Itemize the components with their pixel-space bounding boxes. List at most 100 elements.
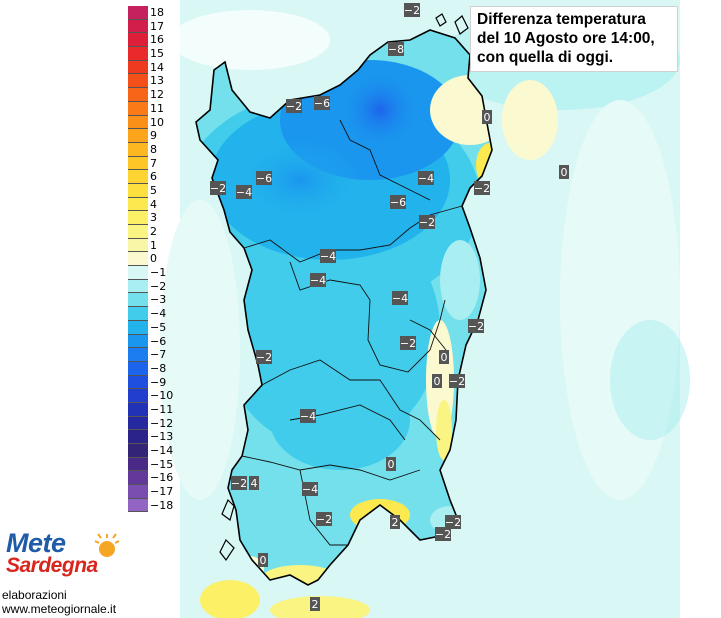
legend-label: 11 xyxy=(150,101,164,115)
legend-entry: 3 xyxy=(128,211,178,225)
legend-swatch xyxy=(128,348,148,362)
svg-text:−2: −2 xyxy=(210,182,226,195)
map-value-label: −4 xyxy=(320,249,336,263)
legend-label: −17 xyxy=(150,485,174,499)
svg-text:−4: −4 xyxy=(236,186,252,199)
logo-word-mete: Mete xyxy=(6,528,66,558)
svg-text:2: 2 xyxy=(312,598,319,611)
svg-text:−4: −4 xyxy=(310,274,326,287)
legend-entry: −1 xyxy=(128,266,178,280)
legend-entry: −4 xyxy=(128,307,178,321)
legend-entry: 17 xyxy=(128,19,178,34)
map-value-label: −2 xyxy=(316,512,332,526)
map-value-label: −2 xyxy=(474,181,490,195)
legend-label: 12 xyxy=(150,88,164,102)
legend-label: 5 xyxy=(150,183,157,197)
map-value-label: −4 xyxy=(302,482,318,496)
legend-label: 14 xyxy=(150,60,164,74)
svg-text:0: 0 xyxy=(484,111,491,124)
legend-entry: 9 xyxy=(128,129,178,143)
svg-text:−4: −4 xyxy=(392,292,408,305)
legend-label: −1 xyxy=(150,266,167,280)
legend-label: −6 xyxy=(150,334,167,348)
island-small xyxy=(435,13,447,27)
map-value-label: 0 xyxy=(559,165,569,179)
legend-label: −18 xyxy=(150,498,174,512)
map-value-labels: −2−8−2 −600−2 −4−6 −4−2−6−2−4−4−4−2−2−2 00 −2… xyxy=(210,3,569,611)
legend-label: −11 xyxy=(150,402,174,416)
legend-entry: −7 xyxy=(128,348,178,362)
legend-entry: 15 xyxy=(128,47,178,61)
svg-text:−2: −2 xyxy=(468,320,484,333)
legend-entry: −2 xyxy=(128,279,178,294)
legend-entry: 10 xyxy=(128,115,178,130)
legend-swatch xyxy=(128,225,148,239)
legend-label: −4 xyxy=(150,307,167,321)
legend-label: 10 xyxy=(150,115,164,129)
legend-entry: −3 xyxy=(128,293,178,308)
map-value-label: −2 xyxy=(445,515,461,529)
legend-swatch xyxy=(128,19,148,34)
map-value-label: 2 xyxy=(390,515,400,529)
svg-text:−2: −2 xyxy=(445,516,461,529)
island-small xyxy=(454,15,469,35)
legend-entry: 0 xyxy=(128,252,178,267)
legend-swatch xyxy=(128,211,148,225)
legend-swatch xyxy=(128,156,148,171)
legend-swatch xyxy=(128,457,148,472)
legend-label: −9 xyxy=(150,375,167,389)
map-value-label: −2 xyxy=(435,527,451,541)
map-value-label: 4 xyxy=(249,476,259,490)
map-value-label: 0 xyxy=(258,553,268,567)
legend-entry: 8 xyxy=(128,142,178,157)
legend-swatch xyxy=(128,74,148,89)
svg-text:−4: −4 xyxy=(320,250,336,263)
legend-label: 13 xyxy=(150,74,164,88)
legend-label: −7 xyxy=(150,348,167,362)
map-title-line-2: del 10 Agosto ore 14:00, xyxy=(477,30,655,47)
legend-entry: −8 xyxy=(128,361,178,376)
legend-entry: −13 xyxy=(128,430,178,444)
map-value-label: −2 xyxy=(419,215,435,229)
map-value-label: 0 xyxy=(386,457,396,471)
map-value-label: −8 xyxy=(388,42,404,56)
legend-swatch xyxy=(128,266,148,280)
map-value-label: 2 xyxy=(310,597,320,611)
svg-text:0: 0 xyxy=(434,375,441,388)
legend-entry: −14 xyxy=(128,444,178,458)
legend-label: −8 xyxy=(150,361,167,375)
legend-label: −14 xyxy=(150,444,174,457)
island-small xyxy=(221,498,235,522)
svg-text:−4: −4 xyxy=(300,410,316,423)
svg-text:−2: −2 xyxy=(316,513,332,526)
legend-swatch xyxy=(128,279,148,294)
legend-swatch xyxy=(128,60,148,75)
map-value-label: −4 xyxy=(300,409,316,423)
legend-entry: −5 xyxy=(128,320,178,335)
svg-text:−2: −2 xyxy=(256,351,272,364)
legend-label: 18 xyxy=(150,6,164,19)
legend-entry: 7 xyxy=(128,156,178,171)
map-title-line-1: Differenza temperatura xyxy=(477,11,646,28)
logo-word-sardegna: Sardegna xyxy=(6,554,98,577)
legend-label: −5 xyxy=(150,320,167,334)
legend-label: 6 xyxy=(150,170,157,184)
legend-swatch xyxy=(128,498,148,513)
map-value-label: −2 xyxy=(468,319,484,333)
legend-entry: 2 xyxy=(128,225,178,239)
svg-text:−2: −2 xyxy=(400,337,416,350)
legend-swatch xyxy=(128,197,148,212)
svg-text:−2: −2 xyxy=(404,4,420,17)
legend-swatch xyxy=(128,88,148,102)
legend-swatch xyxy=(128,389,148,403)
credit-website: www.meteogiornale.it xyxy=(2,602,117,616)
legend-entry: −6 xyxy=(128,334,178,349)
legend-label: 0 xyxy=(150,252,157,266)
legend-label: 8 xyxy=(150,142,157,156)
legend-swatch xyxy=(128,361,148,376)
legend-label: −2 xyxy=(150,279,167,293)
legend-entry: −9 xyxy=(128,375,178,390)
legend-label: −12 xyxy=(150,416,174,430)
